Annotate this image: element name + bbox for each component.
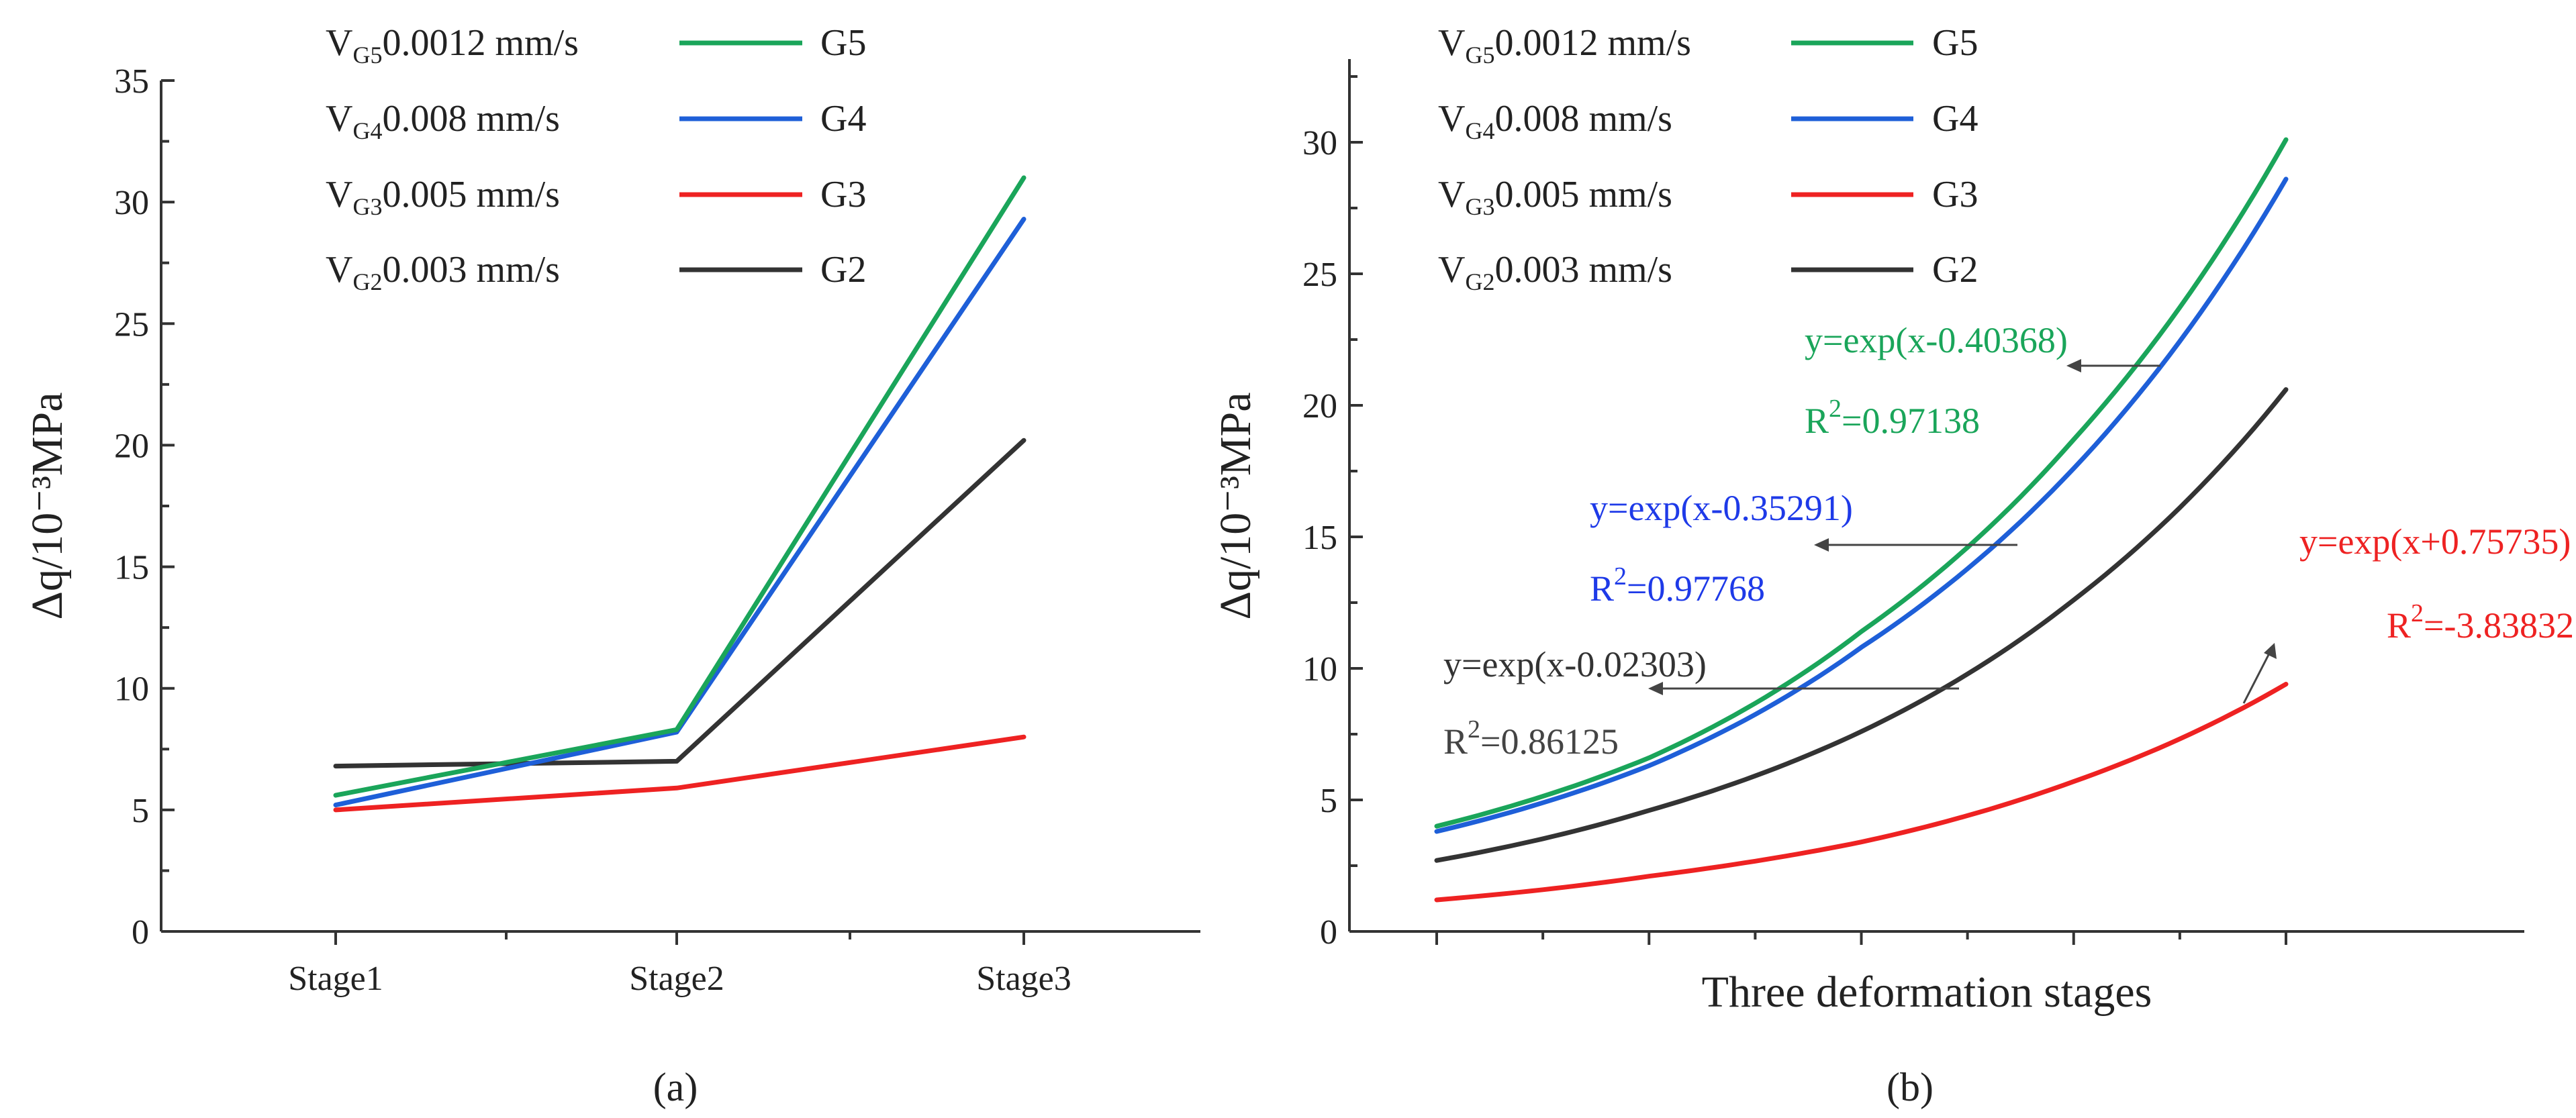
- a-series-line-g5: [333, 175, 1027, 798]
- a-x-ticks: [334, 931, 1025, 945]
- b-y-tick-label: 25: [1302, 256, 1337, 294]
- b-legend-item-g4: VG40.008 mm/s G4: [1438, 98, 1978, 144]
- b-legend-item-g2: VG20.003 mm/s G2: [1438, 249, 1978, 295]
- b-legend-velocity: VG50.0012 mm/s: [1438, 22, 1691, 68]
- b-annotation-g3: y=exp(x+0.75735) R2=-3.83832: [2242, 521, 2574, 704]
- b-caption: (b): [1887, 1065, 1934, 1109]
- b-y-axis-label: Δq/10⁻³MPa: [1211, 392, 1260, 619]
- b-annotation-g5: y=exp(x-0.40368) R2=0.97138: [1805, 320, 2160, 441]
- a-y-tick-label: 5: [132, 792, 149, 830]
- a-legend: VG50.0012 mm/s G5 VG40.008 mm/s G4 VG30.…: [326, 22, 866, 295]
- b-y-tick-label: 5: [1320, 782, 1337, 820]
- panel-b: 0 5 10 15 20 25 30 Δq/10⁻³MPa Three deformatio…: [1211, 22, 2574, 1109]
- b-legend: VG50.0012 mm/s G5 VG40.008 mm/s G4 VG30.…: [1438, 22, 1978, 295]
- a-legend-item-g2: VG20.003 mm/s G2: [326, 249, 866, 295]
- b-fit-r2-g2: R2=0.86125: [1443, 715, 1619, 762]
- a-x-tick-label: Stage3: [976, 960, 1071, 998]
- b-series-line-g5: [1434, 137, 2289, 829]
- b-annotation-arrow: [2242, 650, 2272, 704]
- panel-a: 0 5 10 15 20 25 30 35 Stage1 Stage2 Stage3 Δq/1…: [23, 22, 1200, 1109]
- b-x-axis-label: Three deformation stages: [1702, 968, 2152, 1017]
- b-fit-equation-g4: y=exp(x-0.35291): [1590, 488, 1853, 528]
- b-legend-velocity: VG20.003 mm/s: [1438, 249, 1672, 295]
- a-y-axis-label: Δq/10⁻³MPa: [23, 392, 72, 619]
- a-legend-velocity: VG20.003 mm/s: [326, 249, 560, 295]
- b-legend-label-g5: G5: [1932, 22, 1978, 64]
- arrow-head-icon: [2264, 643, 2277, 659]
- a-legend-label-g5: G5: [820, 22, 866, 64]
- b-series-line-g4: [1434, 176, 2289, 834]
- b-y-tick-label: 0: [1320, 913, 1337, 952]
- a-legend-velocity: VG40.008 mm/s: [326, 98, 560, 144]
- b-annotation-g4: y=exp(x-0.35291) R2=0.97768: [1590, 488, 2017, 609]
- a-y-tick-label: 35: [114, 62, 149, 101]
- a-legend-velocity: VG30.005 mm/s: [326, 174, 560, 220]
- b-fit-r2-g3: R2=-3.83832: [2387, 599, 2574, 646]
- b-fit-r2-g5: R2=0.97138: [1805, 395, 1980, 441]
- b-fit-equation-g3: y=exp(x+0.75735): [2299, 521, 2571, 562]
- a-caption: (a): [653, 1065, 698, 1109]
- b-fit-r2-g4: R2=0.97768: [1590, 562, 1765, 609]
- b-y-tick-label: 20: [1302, 387, 1337, 425]
- a-legend-item-g3: VG30.005 mm/s G3: [326, 174, 866, 220]
- a-y-tick-label: 0: [132, 913, 149, 952]
- a-legend-item-g4: VG40.008 mm/s G4: [326, 98, 866, 144]
- b-y-tick-label: 15: [1302, 519, 1337, 557]
- a-legend-label-g4: G4: [820, 98, 866, 140]
- b-legend-label-g4: G4: [1932, 98, 1978, 140]
- b-legend-label-g3: G3: [1932, 174, 1978, 215]
- a-y-tick-label: 10: [114, 670, 149, 709]
- b-x-ticks: [1435, 931, 2287, 945]
- b-y-ticks: 0 5 10 15 20 25 30: [1302, 75, 1363, 952]
- b-fit-equation-g5: y=exp(x-0.40368): [1805, 320, 2068, 360]
- a-legend-item-g5: VG50.0012 mm/s G5: [326, 22, 866, 68]
- arrow-head-icon: [1814, 538, 1829, 552]
- arrow-head-icon: [2066, 359, 2081, 372]
- b-legend-label-g2: G2: [1932, 249, 1978, 291]
- a-series-line-g2: [333, 438, 1027, 769]
- a-legend-label-g2: G2: [820, 249, 866, 291]
- a-x-tick-label: Stage1: [288, 960, 383, 998]
- a-y-tick-label: 30: [114, 184, 149, 222]
- a-y-tick-label: 25: [114, 305, 149, 344]
- b-legend-item-g3: VG30.005 mm/s G3: [1438, 174, 1978, 220]
- a-y-tick-label: 15: [114, 549, 149, 587]
- a-x-tick-label: Stage2: [629, 960, 724, 998]
- b-series-line-g3: [1434, 682, 2289, 903]
- a-legend-velocity: VG50.0012 mm/s: [326, 22, 579, 68]
- b-legend-velocity: VG30.005 mm/s: [1438, 174, 1672, 220]
- b-y-tick-label: 10: [1302, 650, 1337, 689]
- a-legend-label-g3: G3: [820, 174, 866, 215]
- b-legend-item-g5: VG50.0012 mm/s G5: [1438, 22, 1978, 68]
- b-y-tick-label: 30: [1302, 124, 1337, 162]
- a-y-tick-label: 20: [114, 427, 149, 465]
- a-y-ticks: 0 5 10 15 20 25 30 35: [114, 62, 175, 952]
- a-series-line-g3: [333, 734, 1027, 813]
- b-fit-equation-g2: y=exp(x-0.02303): [1443, 644, 1707, 684]
- b-annotation-g2: y=exp(x-0.02303) R2=0.86125: [1443, 644, 1959, 762]
- b-legend-velocity: VG40.008 mm/s: [1438, 98, 1672, 144]
- arrow-head-icon: [1648, 682, 1663, 695]
- b-series-line-g2: [1434, 387, 2289, 863]
- a-series-line-g4: [333, 217, 1027, 808]
